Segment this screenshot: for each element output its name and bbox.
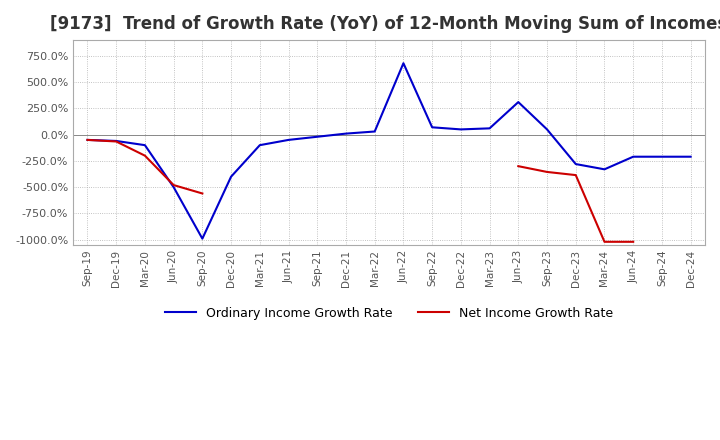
Ordinary Income Growth Rate [543,127,552,132]
Line: Net Income Growth Rate: Net Income Growth Rate [87,140,202,194]
Net Income Growth Rate [198,191,207,196]
Net Income Growth Rate [169,183,178,188]
Ordinary Income Growth Rate [572,161,580,167]
Line: Ordinary Income Growth Rate: Ordinary Income Growth Rate [87,63,690,238]
Ordinary Income Growth Rate [600,167,609,172]
Ordinary Income Growth Rate [514,99,523,105]
Ordinary Income Growth Rate [399,61,408,66]
Ordinary Income Growth Rate [83,137,91,143]
Ordinary Income Growth Rate [227,174,235,180]
Ordinary Income Growth Rate [629,154,637,159]
Title: [9173]  Trend of Growth Rate (YoY) of 12-Month Moving Sum of Incomes: [9173] Trend of Growth Rate (YoY) of 12-… [50,15,720,33]
Ordinary Income Growth Rate [428,125,436,130]
Ordinary Income Growth Rate [140,143,149,148]
Ordinary Income Growth Rate [456,127,465,132]
Ordinary Income Growth Rate [370,129,379,134]
Ordinary Income Growth Rate [256,143,264,148]
Ordinary Income Growth Rate [686,154,695,159]
Ordinary Income Growth Rate [313,134,322,139]
Ordinary Income Growth Rate [112,138,120,143]
Ordinary Income Growth Rate [169,184,178,190]
Ordinary Income Growth Rate [198,236,207,241]
Net Income Growth Rate [112,139,120,144]
Net Income Growth Rate [140,153,149,158]
Ordinary Income Growth Rate [342,131,351,136]
Legend: Ordinary Income Growth Rate, Net Income Growth Rate: Ordinary Income Growth Rate, Net Income … [160,302,618,325]
Ordinary Income Growth Rate [485,126,494,131]
Ordinary Income Growth Rate [284,137,293,143]
Ordinary Income Growth Rate [657,154,666,159]
Net Income Growth Rate [83,137,91,143]
